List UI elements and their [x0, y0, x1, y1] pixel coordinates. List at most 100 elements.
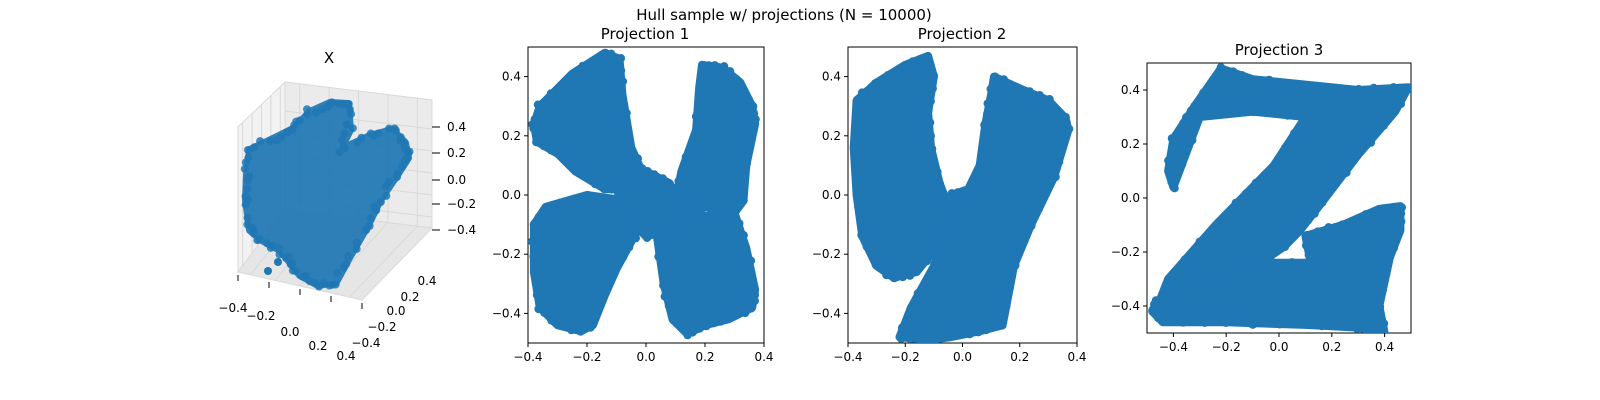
data-point: [295, 116, 304, 125]
x-tick-label: −0.2: [1212, 340, 1241, 354]
data-point: [746, 256, 756, 265]
data-point: [1270, 160, 1279, 169]
data-point: [658, 174, 667, 183]
data-point: [1352, 150, 1362, 159]
data-point: [695, 95, 705, 105]
data-point: [853, 97, 862, 106]
data-point: [530, 115, 539, 124]
data-point: [658, 264, 667, 273]
data-point: [1362, 326, 1372, 333]
data-point: [709, 318, 719, 328]
data-point: [1379, 319, 1389, 328]
data-point: [1238, 71, 1247, 80]
data-point: [374, 129, 383, 138]
y-tick-label: 0.0: [822, 188, 841, 202]
data-point: [391, 126, 400, 135]
data-point: [660, 292, 669, 301]
data-point: [263, 239, 272, 248]
data-point: [871, 79, 880, 88]
data-point: [1375, 302, 1385, 311]
x-tick-label: 0.2: [1010, 350, 1029, 364]
data-point: [936, 235, 946, 244]
data-point: [1180, 255, 1190, 264]
y-tick-label: −0.4: [492, 306, 521, 320]
data-point: [1178, 318, 1188, 327]
data-point: [998, 321, 1007, 330]
data-point: [926, 97, 935, 106]
data-point: [983, 109, 992, 119]
data-point: [883, 71, 893, 80]
data-point: [624, 243, 634, 252]
data-point: [1188, 136, 1197, 145]
data-point: [1318, 83, 1327, 92]
data-point: [735, 219, 744, 228]
data-point: [595, 302, 604, 312]
data-point: [1196, 273, 1205, 283]
data-point: [343, 252, 352, 260]
x-tick-label: 0.0: [953, 350, 972, 364]
data-point: [978, 145, 987, 154]
data-point: [1283, 79, 1292, 88]
data-point: [366, 213, 375, 222]
data-point: [704, 61, 714, 70]
data-point: [597, 194, 607, 203]
data-point: [1054, 157, 1064, 167]
data-point: [637, 226, 646, 235]
data-point: [347, 110, 356, 119]
data-point: [672, 194, 681, 204]
data-point: [1221, 318, 1231, 327]
data-point: [1374, 206, 1383, 215]
data-point: [1194, 111, 1204, 120]
data-point: [1375, 310, 1385, 320]
data-point: [933, 167, 942, 177]
data-point: [1055, 108, 1065, 118]
data-point: [666, 227, 676, 237]
data-point: [342, 120, 351, 129]
data-point: [924, 106, 933, 115]
data-point: [266, 137, 275, 146]
data-point: [655, 237, 664, 246]
projection-3-points: [1148, 63, 1411, 333]
data-point: [1149, 304, 1159, 313]
data-point: [998, 311, 1008, 320]
data-point: [933, 246, 943, 255]
data-point: [898, 272, 907, 282]
y-tick-label: 0.2: [502, 129, 521, 143]
data-point: [659, 281, 668, 290]
ticks-3d: −0.4−0.20.00.20.40.40.20.0−0.2−0.40.40.2…: [218, 120, 476, 363]
data-point: [357, 133, 366, 142]
data-point: [243, 220, 252, 229]
data-point: [581, 173, 591, 182]
data-point: [381, 182, 390, 191]
data-point: [748, 102, 758, 111]
data-point: [590, 179, 600, 189]
data-point: [973, 168, 982, 177]
data-point: [618, 253, 628, 262]
data-point: [1313, 227, 1323, 236]
data-point: [1002, 301, 1011, 311]
data-point: [850, 144, 859, 153]
data-point: [935, 179, 944, 188]
data-point: [679, 323, 688, 333]
data-point: [631, 172, 641, 181]
data-point: [697, 69, 706, 78]
y-tick-label: 0.4: [502, 70, 521, 84]
data-point: [733, 310, 742, 319]
y-tick-label: −0.2: [1111, 245, 1140, 259]
data-point: [1354, 85, 1363, 94]
data-point: [924, 335, 933, 343]
data-point: [1390, 107, 1399, 116]
data-point: [852, 173, 861, 182]
data-point: [989, 321, 998, 331]
data-point: [569, 70, 578, 79]
data-point: [650, 229, 659, 239]
data-point: [1265, 107, 1274, 117]
y3d-tick-label: −0.4: [351, 336, 380, 350]
data-point: [871, 260, 880, 269]
data-point: [867, 85, 876, 95]
data-point: [1305, 258, 1314, 268]
data-point: [676, 203, 685, 212]
data-point: [1338, 220, 1347, 229]
data-point: [576, 327, 585, 336]
